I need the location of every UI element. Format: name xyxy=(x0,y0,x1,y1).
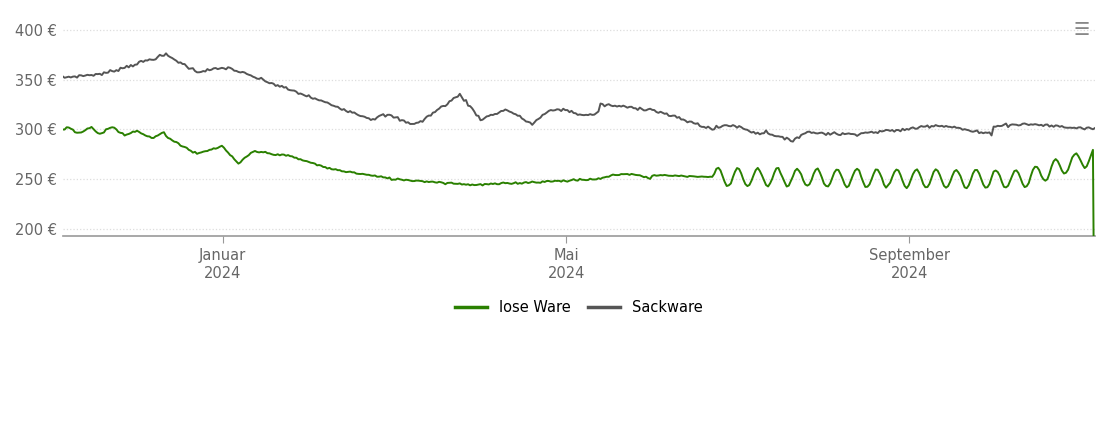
Text: ☰: ☰ xyxy=(1073,21,1090,39)
Legend: lose Ware, Sackware: lose Ware, Sackware xyxy=(450,294,708,321)
